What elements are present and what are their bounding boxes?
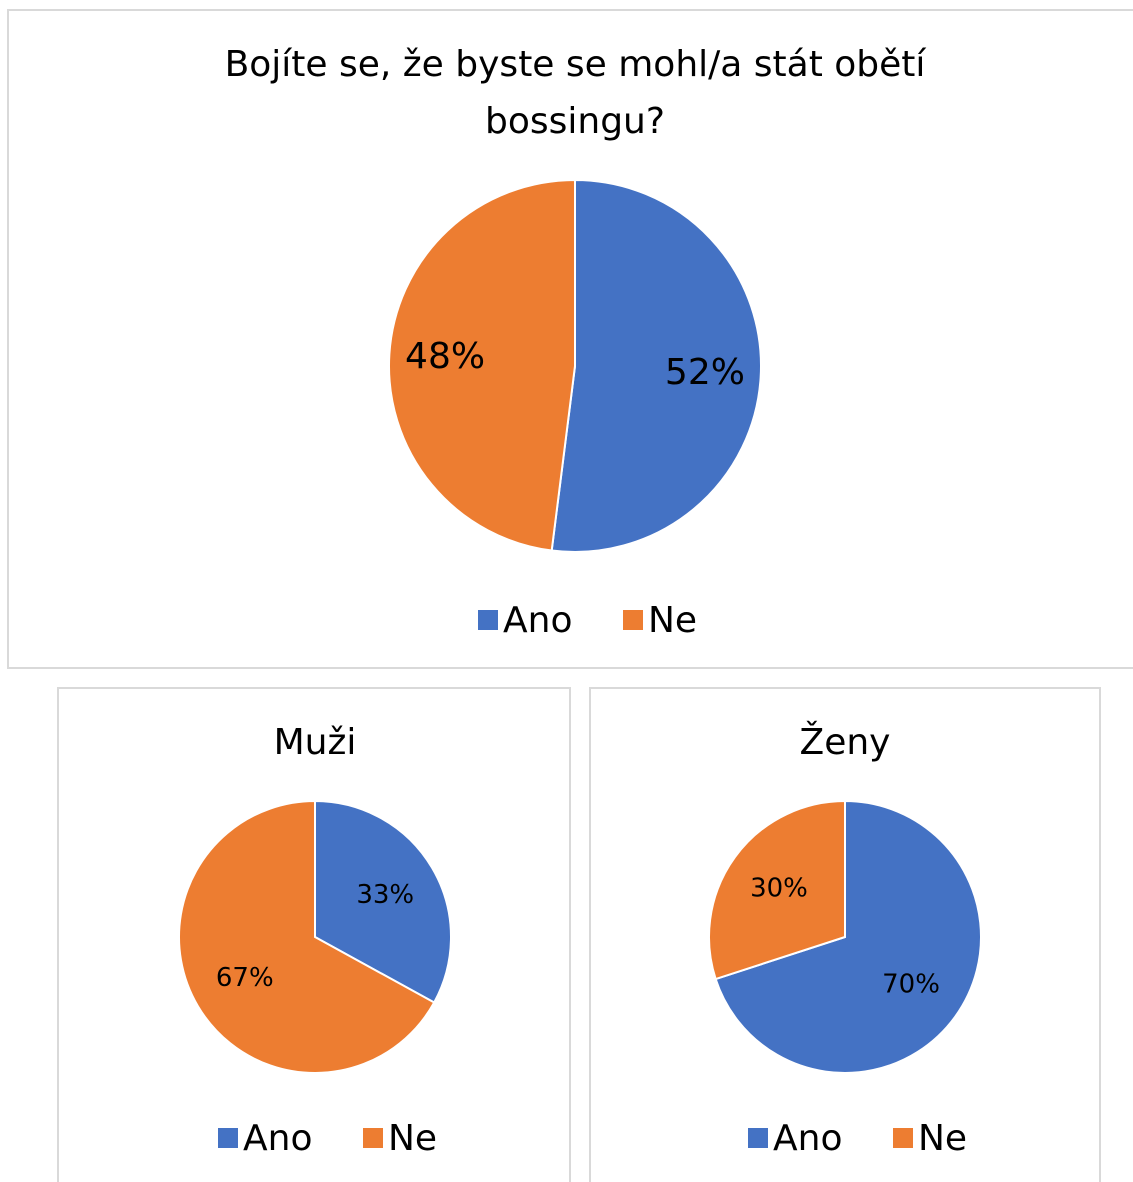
legend-swatch <box>363 1128 383 1148</box>
pie-slice <box>550 178 763 553</box>
pie-slice <box>708 799 846 981</box>
data-label: 52% <box>665 352 745 393</box>
legend-label: Ne <box>918 1118 967 1159</box>
pie-slice <box>314 799 452 1004</box>
chart-title: Ženy <box>799 722 891 763</box>
data-label: 70% <box>882 969 940 999</box>
pie-slice <box>178 799 436 1074</box>
chart-title: Bojíte se, že byste se mohl/a stát obětí… <box>224 44 926 142</box>
data-label: 30% <box>750 874 808 904</box>
legend-label: Ano <box>243 1118 312 1159</box>
chart-frame <box>589 687 1101 1182</box>
legend-swatch <box>478 610 498 630</box>
legend-swatch <box>218 1128 238 1148</box>
data-label: 67% <box>216 963 274 993</box>
chart-frame <box>7 9 1133 669</box>
pie-slice <box>714 799 982 1074</box>
legend-swatch <box>893 1128 913 1148</box>
legend-label: Ne <box>388 1118 437 1159</box>
legend-label: Ano <box>773 1118 842 1159</box>
legend-swatch <box>623 610 643 630</box>
data-label: 48% <box>405 336 485 377</box>
legend-label: Ano <box>503 600 572 641</box>
data-label: 33% <box>356 880 414 910</box>
legend-label: Ne <box>648 600 697 641</box>
chart-title: Muži <box>273 722 357 763</box>
chart-frame <box>57 687 571 1182</box>
pie-slice <box>388 178 576 552</box>
legend-swatch <box>748 1128 768 1148</box>
